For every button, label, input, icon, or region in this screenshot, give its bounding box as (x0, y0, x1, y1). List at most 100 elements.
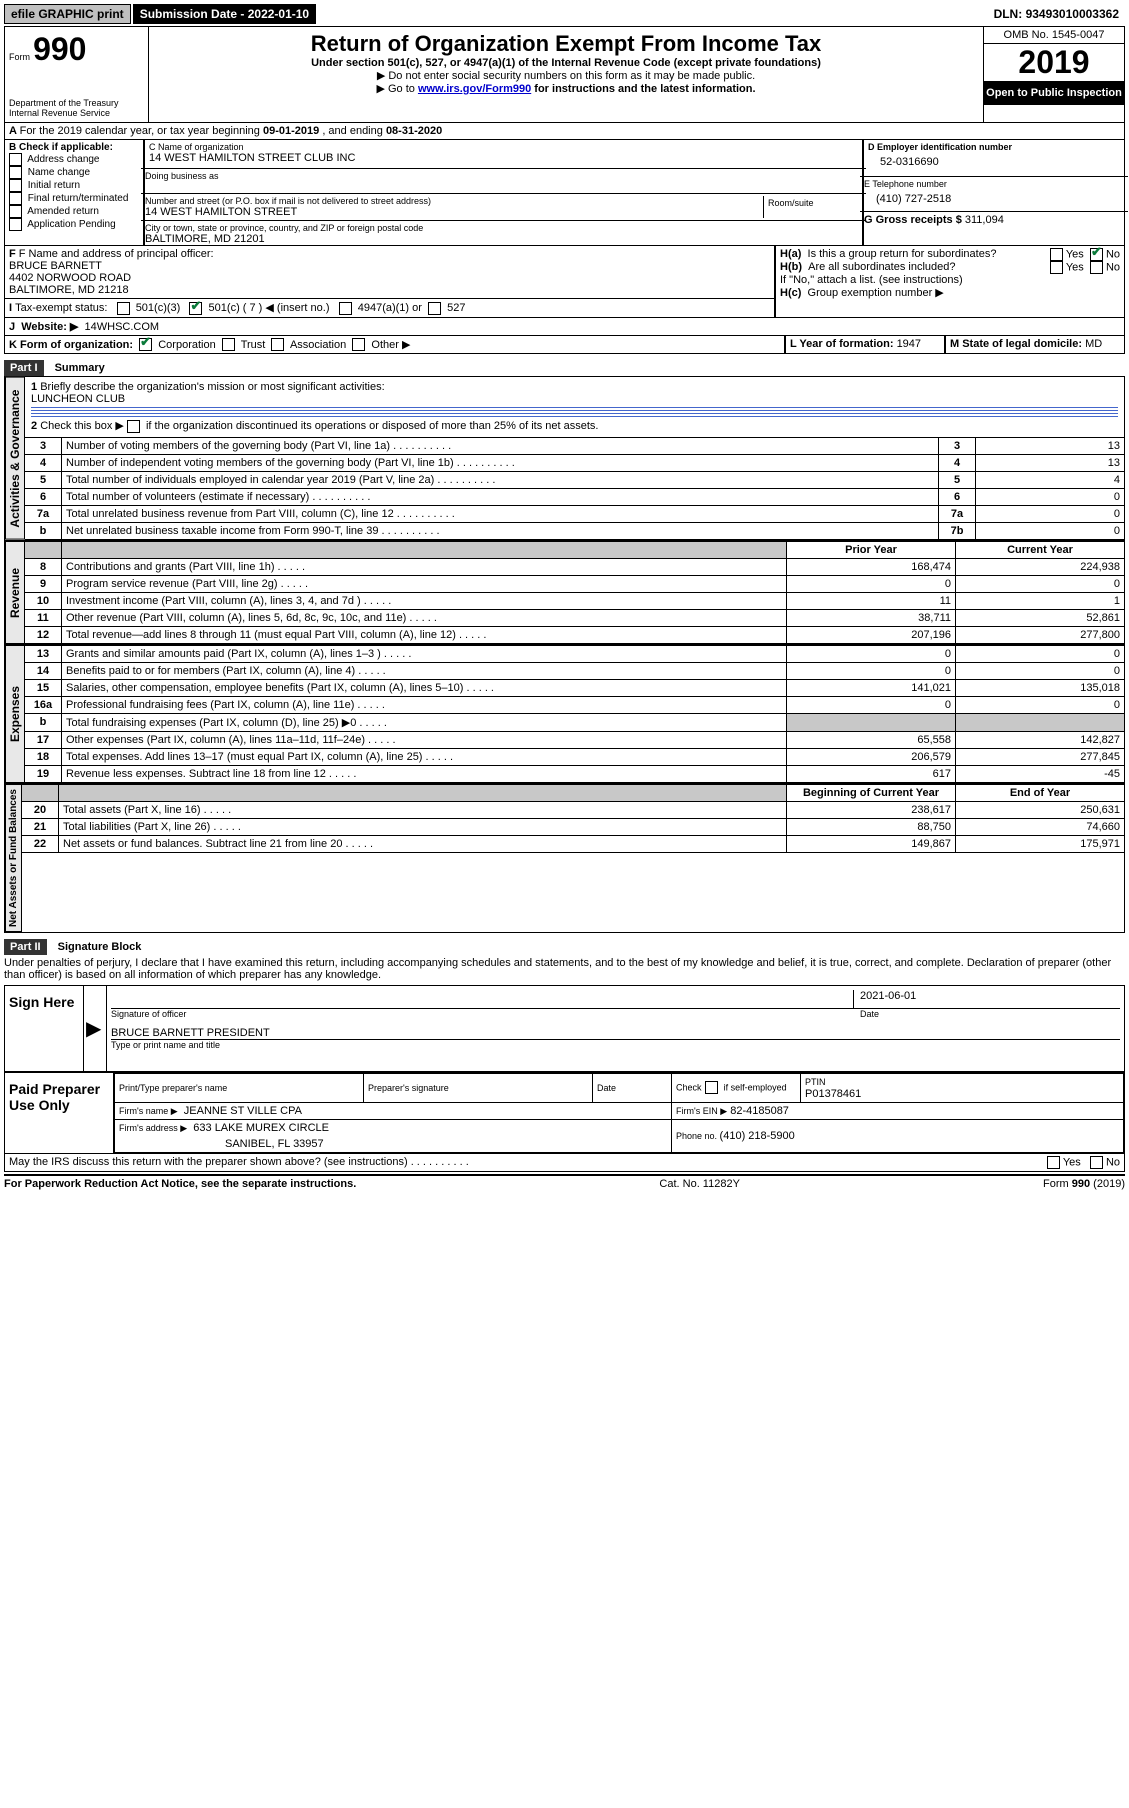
hb-no[interactable] (1090, 261, 1103, 274)
page-footer: For Paperwork Reduction Act Notice, see … (4, 1174, 1125, 1192)
q1-answer: LUNCHEON CLUB (31, 393, 125, 405)
section-deg: D Employer identification number 52-0316… (863, 140, 1125, 246)
summary-line-7a: 7aTotal unrelated business revenue from … (25, 505, 1124, 522)
tax-year-end: 08-31-2020 (386, 125, 442, 137)
firm-phone: (410) 218-5900 (720, 1130, 795, 1142)
k-assoc[interactable] (271, 338, 284, 351)
footer-catalog: Cat. No. 11282Y (659, 1178, 740, 1190)
line-11: 11Other revenue (Part VIII, column (A), … (25, 609, 1124, 626)
city-label: City or town, state or province, country… (145, 223, 862, 233)
checkbox-4947[interactable] (339, 302, 352, 315)
paid-preparer-label: Paid Preparer Use Only (5, 1073, 114, 1153)
form-number: 990 (33, 31, 86, 67)
officer-label: F F Name and address of principal office… (9, 248, 770, 260)
gross-receipts-value: 311,094 (965, 214, 1004, 226)
omb-number: OMB No. 1545-0047 (984, 27, 1124, 44)
line-10: 10Investment income (Part VIII, column (… (25, 592, 1124, 609)
signature-block: Sign Here ▶ 2021-06-01 Signature of offi… (4, 985, 1125, 1154)
header-right: OMB No. 1545-0047 2019 Open to Public In… (983, 27, 1124, 122)
line-16a: 16aProfessional fundraising fees (Part I… (25, 696, 1124, 713)
b-opt-5[interactable] (9, 218, 22, 231)
b-opt-3[interactable] (9, 192, 22, 205)
expenses-block: Expenses 13Grants and similar amounts pa… (4, 645, 1125, 784)
year-formation: 1947 (897, 338, 921, 350)
officer-printed-name: BRUCE BARNETT PRESIDENT (111, 1027, 1120, 1040)
sig-date-label: Date (854, 1009, 1120, 1019)
line-12: 12Total revenue—add lines 8 through 11 (… (25, 626, 1124, 643)
section-c: C Name of organization 14 WEST HAMILTON … (144, 140, 863, 246)
k-trust[interactable] (222, 338, 235, 351)
k-other[interactable] (352, 338, 365, 351)
b-opt-1[interactable] (9, 166, 22, 179)
checkbox-527[interactable] (428, 302, 441, 315)
ptin-label: PTIN (805, 1077, 826, 1087)
firm-addr2: SANIBEL, FL 33957 (115, 1136, 672, 1153)
discuss-text: May the IRS discuss this return with the… (9, 1156, 1047, 1169)
form990-link[interactable]: www.irs.gov/Form990 (418, 83, 531, 95)
tax-exempt-label: Tax-exempt status: (15, 302, 107, 314)
summary-line-7b: bNet unrelated business taxable income f… (25, 522, 1124, 539)
revenue-block: Revenue Prior YearCurrent Year8Contribut… (4, 541, 1125, 645)
q2-checkbox[interactable] (127, 420, 140, 433)
prep-date-label: Date (597, 1083, 616, 1093)
prep-name-label: Print/Type preparer's name (119, 1083, 227, 1093)
submission-date-button[interactable]: Submission Date - 2022-01-10 (133, 4, 316, 24)
tab-activities-governance: Activities & Governance (5, 377, 25, 540)
checkbox-501c[interactable] (189, 302, 202, 315)
org-name-label: C Name of organization (149, 142, 858, 152)
section-i: I Tax-exempt status: 501(c)(3) 501(c) ( … (5, 298, 774, 317)
line-9: 9Program service revenue (Part VIII, lin… (25, 575, 1124, 592)
firm-addr1: 633 LAKE MUREX CIRCLE (193, 1122, 329, 1134)
section-f: F F Name and address of principal office… (4, 246, 775, 318)
column-headers: Beginning of Current YearEnd of Year (22, 784, 1124, 801)
efile-button[interactable]: efile GRAPHIC print (4, 4, 131, 24)
footer-form: Form 990 (2019) (1043, 1178, 1125, 1190)
sign-here-label: Sign Here (5, 986, 84, 1071)
ptin-value: P01378461 (805, 1088, 861, 1100)
section-b-label: B Check if applicable: (9, 142, 139, 153)
summary-line-3: 3Number of voting members of the governi… (25, 437, 1124, 454)
hc-text: Group exemption number ▶ (808, 287, 944, 299)
b-opt-2[interactable] (9, 179, 22, 192)
line-8: 8Contributions and grants (Part VIII, li… (25, 558, 1124, 575)
hb-text: Are all subordinates included? (808, 261, 955, 273)
ha-no[interactable] (1090, 248, 1103, 261)
org-address: 14 WEST HAMILTON STREET (145, 206, 763, 218)
room-label: Room/suite (768, 198, 858, 208)
summary-line-6: 6Total number of volunteers (estimate if… (25, 488, 1124, 505)
checkbox-501c3[interactable] (117, 302, 130, 315)
form-prefix: Form (9, 52, 30, 62)
tab-expenses: Expenses (5, 645, 25, 783)
ha-yes[interactable] (1050, 248, 1063, 261)
discuss-yes[interactable] (1047, 1156, 1060, 1169)
summary-line-4: 4Number of independent voting members of… (25, 454, 1124, 471)
section-l: L Year of formation: 1947 (785, 336, 945, 355)
ha-text: Is this a group return for subordinates? (808, 248, 997, 260)
self-employed-checkbox[interactable] (705, 1081, 718, 1094)
tax-year-text: For the 2019 calendar year, or tax year … (20, 125, 263, 137)
ein-value: 52-0316690 (868, 152, 1120, 172)
section-h: H(a) Is this a group return for subordin… (775, 246, 1125, 318)
firm-ein: 82-4185087 (730, 1105, 789, 1117)
part2-title: Signature Block (50, 941, 142, 953)
net-assets-block: Net Assets or Fund Balances Beginning of… (4, 784, 1125, 933)
hb-note: If "No," attach a list. (see instruction… (780, 274, 1120, 286)
b-opt-4[interactable] (9, 205, 22, 218)
line-14: 14Benefits paid to or for members (Part … (25, 662, 1124, 679)
header-mid: Return of Organization Exempt From Incom… (149, 27, 983, 122)
dept-treasury: Department of the Treasury (9, 98, 144, 108)
q2-text: Check this box ▶ (40, 420, 124, 432)
hb-yes[interactable] (1050, 261, 1063, 274)
k-corp[interactable] (139, 338, 152, 351)
b-opt-0[interactable] (9, 153, 22, 166)
dln-label: DLN: (994, 7, 1026, 21)
ein-label: D Employer identification number (868, 142, 1120, 152)
line-18: 18Total expenses. Add lines 13–17 (must … (25, 748, 1124, 765)
phone-value: (410) 727-2518 (864, 189, 1124, 209)
tax-year-begin: 09-01-2019 (263, 125, 319, 137)
discuss-no[interactable] (1090, 1156, 1103, 1169)
part1-title: Summary (47, 362, 105, 374)
line-13: 13Grants and similar amounts paid (Part … (25, 645, 1124, 662)
sig-date: 2021-06-01 (853, 990, 1120, 1008)
website-value: 14WHSC.COM (85, 321, 160, 333)
